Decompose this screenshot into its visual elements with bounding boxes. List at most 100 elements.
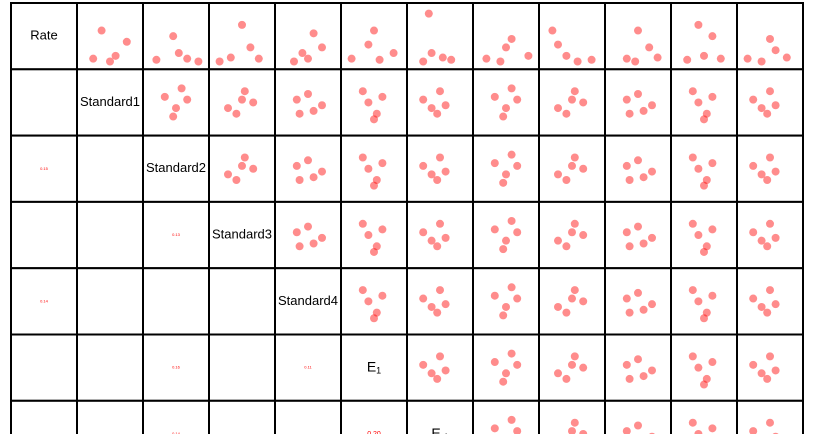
point	[688, 219, 697, 228]
point	[648, 167, 656, 176]
panel	[208, 200, 276, 270]
point	[579, 363, 588, 372]
panel	[604, 2, 672, 71]
point	[749, 360, 758, 369]
point	[433, 109, 442, 118]
point	[347, 54, 356, 63]
point	[238, 161, 246, 170]
label-subscript: 1	[376, 366, 381, 376]
point	[573, 57, 582, 66]
panel	[670, 134, 738, 203]
point	[625, 109, 634, 118]
point	[622, 161, 631, 170]
point	[372, 176, 381, 185]
point	[441, 167, 450, 176]
panel	[538, 333, 606, 402]
point	[562, 242, 571, 251]
point	[639, 305, 648, 314]
point	[634, 288, 642, 297]
point	[694, 297, 703, 306]
point	[490, 225, 499, 234]
panel	[736, 68, 804, 137]
point	[318, 43, 326, 52]
point	[292, 95, 301, 104]
point	[757, 104, 766, 113]
correlation-label: 0.20	[367, 431, 381, 434]
point	[570, 286, 579, 295]
point	[89, 54, 98, 63]
panel	[670, 267, 738, 336]
point	[648, 300, 656, 309]
panel	[604, 267, 672, 336]
point	[766, 87, 774, 96]
panel	[274, 134, 342, 203]
point	[502, 369, 510, 378]
point	[579, 297, 588, 306]
point	[160, 92, 169, 101]
point	[683, 55, 692, 64]
point	[226, 53, 235, 62]
point	[419, 228, 428, 237]
point	[622, 360, 631, 369]
point	[694, 164, 703, 173]
point	[749, 161, 758, 170]
variable-label: Standard4	[278, 293, 338, 308]
point	[757, 170, 766, 179]
point	[700, 51, 708, 60]
point	[757, 302, 766, 311]
point	[749, 294, 758, 303]
point	[513, 95, 522, 104]
point	[309, 173, 318, 182]
point	[562, 51, 571, 60]
point	[763, 374, 772, 383]
panel	[406, 333, 474, 402]
point	[782, 53, 791, 62]
point	[309, 239, 318, 248]
point	[625, 374, 634, 383]
panel	[736, 333, 804, 402]
point	[507, 349, 516, 358]
point	[639, 372, 648, 381]
point	[370, 26, 378, 35]
point	[766, 153, 774, 162]
panel	[406, 200, 474, 270]
point	[499, 112, 508, 121]
point	[490, 424, 499, 433]
point	[513, 294, 522, 303]
point	[554, 369, 562, 378]
point	[587, 55, 596, 64]
point	[364, 40, 373, 49]
point	[622, 54, 631, 63]
point	[318, 167, 326, 176]
point	[688, 286, 697, 295]
point	[254, 54, 263, 63]
point	[507, 216, 516, 225]
point	[700, 247, 708, 256]
point	[622, 228, 631, 237]
point	[562, 109, 571, 118]
point	[502, 236, 510, 245]
panel	[736, 399, 804, 434]
point	[177, 84, 186, 93]
panel	[472, 399, 540, 434]
point	[639, 106, 648, 115]
point	[502, 170, 510, 179]
point	[548, 26, 557, 35]
point	[568, 427, 576, 434]
point	[502, 43, 510, 52]
panel	[208, 333, 276, 402]
panel	[142, 134, 210, 203]
point	[238, 95, 246, 104]
point	[436, 286, 444, 295]
point	[290, 57, 298, 66]
point	[232, 109, 241, 118]
point	[524, 51, 533, 60]
point	[562, 308, 571, 317]
point	[249, 98, 258, 107]
point	[694, 231, 703, 240]
panel	[208, 68, 276, 137]
panel	[736, 2, 804, 71]
panel	[208, 399, 276, 434]
point	[419, 360, 428, 369]
point	[579, 231, 588, 240]
